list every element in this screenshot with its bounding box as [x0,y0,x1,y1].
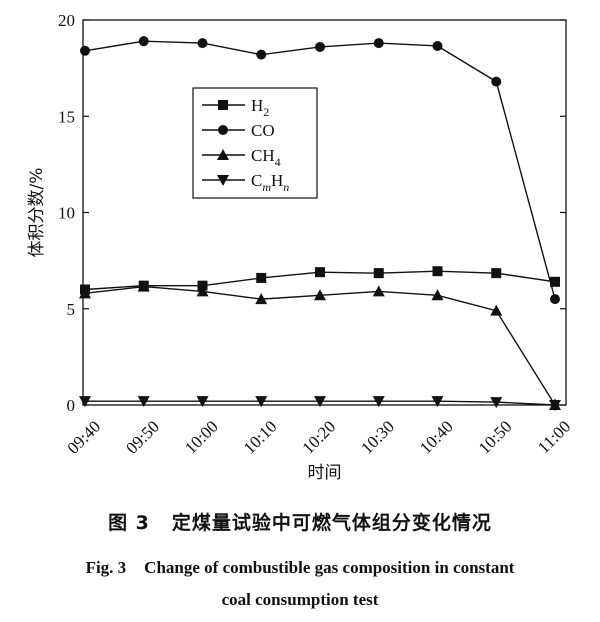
legend-entry-cmhn: CmHn [202,171,289,194]
data-point-co [315,41,325,52]
y-tick-label: 5 [67,300,76,319]
data-point-ch4 [196,285,209,297]
legend-entry-h2: H2 [202,96,269,119]
data-point-cmhn [137,396,150,408]
figure-number-cn: 图 3 [108,512,150,534]
data-point-ch4 [490,304,503,316]
series-co [80,36,560,305]
data-point-cmhn [372,396,385,408]
data-point-co [256,49,267,60]
figure-title-cn: 定煤量试验中可燃气体组分变化情况 [171,512,492,534]
figure-caption-en-line2: coal consumption test [221,590,379,609]
series-ch4 [79,280,561,410]
data-point-co [197,38,208,49]
x-tick-label: 11:00 [534,417,574,457]
legend-marker-co [218,125,228,135]
legend-marker-ch4 [217,149,229,160]
data-point-ch4 [372,285,385,297]
data-point-h2 [432,266,443,277]
data-point-cmhn [431,396,444,408]
legend-label-h2: H2 [251,96,269,119]
data-point-ch4 [431,289,444,301]
data-point-co [550,294,560,305]
series-line-ch4 [84,285,556,406]
x-tick-label: 09:40 [63,417,104,458]
legend-label-ch4: CH4 [251,146,281,169]
data-point-ch4 [79,287,91,299]
legend-marker-h2 [218,100,228,110]
x-axis-label: 时间 [308,463,342,483]
data-point-cmhn [196,396,209,408]
legend-marker-cmhn [217,175,229,186]
data-point-h2 [550,276,560,287]
data-point-ch4 [137,280,150,292]
x-tick-label: 10:20 [298,417,339,458]
figure-caption-cn: 图 3 定煤量试验中可燃气体组分变化情况 [0,508,600,535]
data-point-cmhn [255,396,268,408]
y-axis-label: 体积分数/% [27,168,47,258]
y-tick-label: 0 [67,396,76,415]
data-point-h2 [373,268,384,279]
series-line-co [84,40,556,300]
data-point-cmhn [549,400,561,411]
y-tick-label: 15 [58,107,75,126]
chart: 0 5 10 15 20 09:40 09:50 10:00 10:10 10:20 10:30 10… [27,11,574,483]
figure-title-en-line1: Change of combustible gas composition in… [144,558,515,577]
figure-caption-en-line1: Fig. 3 Change of combustible gas composit… [0,558,600,578]
data-point-h2 [315,267,325,278]
x-tick-label: 10:30 [357,417,398,458]
data-point-co [432,40,443,51]
data-point-ch4 [314,289,326,301]
x-tick-label: 09:50 [122,417,163,458]
x-tick-label: 10:00 [181,417,222,458]
data-point-co [80,45,90,56]
data-point-h2 [256,272,267,283]
data-point-h2 [491,268,502,279]
y-tick-label: 10 [58,204,75,223]
x-tick-label: 10:10 [240,417,281,458]
data-point-co [373,38,384,49]
series-cmhn [79,396,561,411]
data-point-co [491,76,502,87]
data-point-cmhn [314,396,326,408]
series-layer [79,36,561,411]
data-point-cmhn [490,397,503,409]
legend-entry-ch4: CH4 [202,146,281,169]
figure-number-en: Fig. 3 [85,558,127,577]
y-tick-label: 20 [58,11,75,30]
legend-entry-co: CO [202,121,275,140]
x-tick-label: 10:50 [475,417,516,458]
data-point-co [138,36,149,47]
legend-label-co: CO [251,121,275,140]
x-tick-label: 10:40 [416,417,457,458]
legend-label-cmhn: CmHn [251,171,289,194]
data-point-cmhn [79,396,91,408]
data-point-ch4 [255,293,268,305]
